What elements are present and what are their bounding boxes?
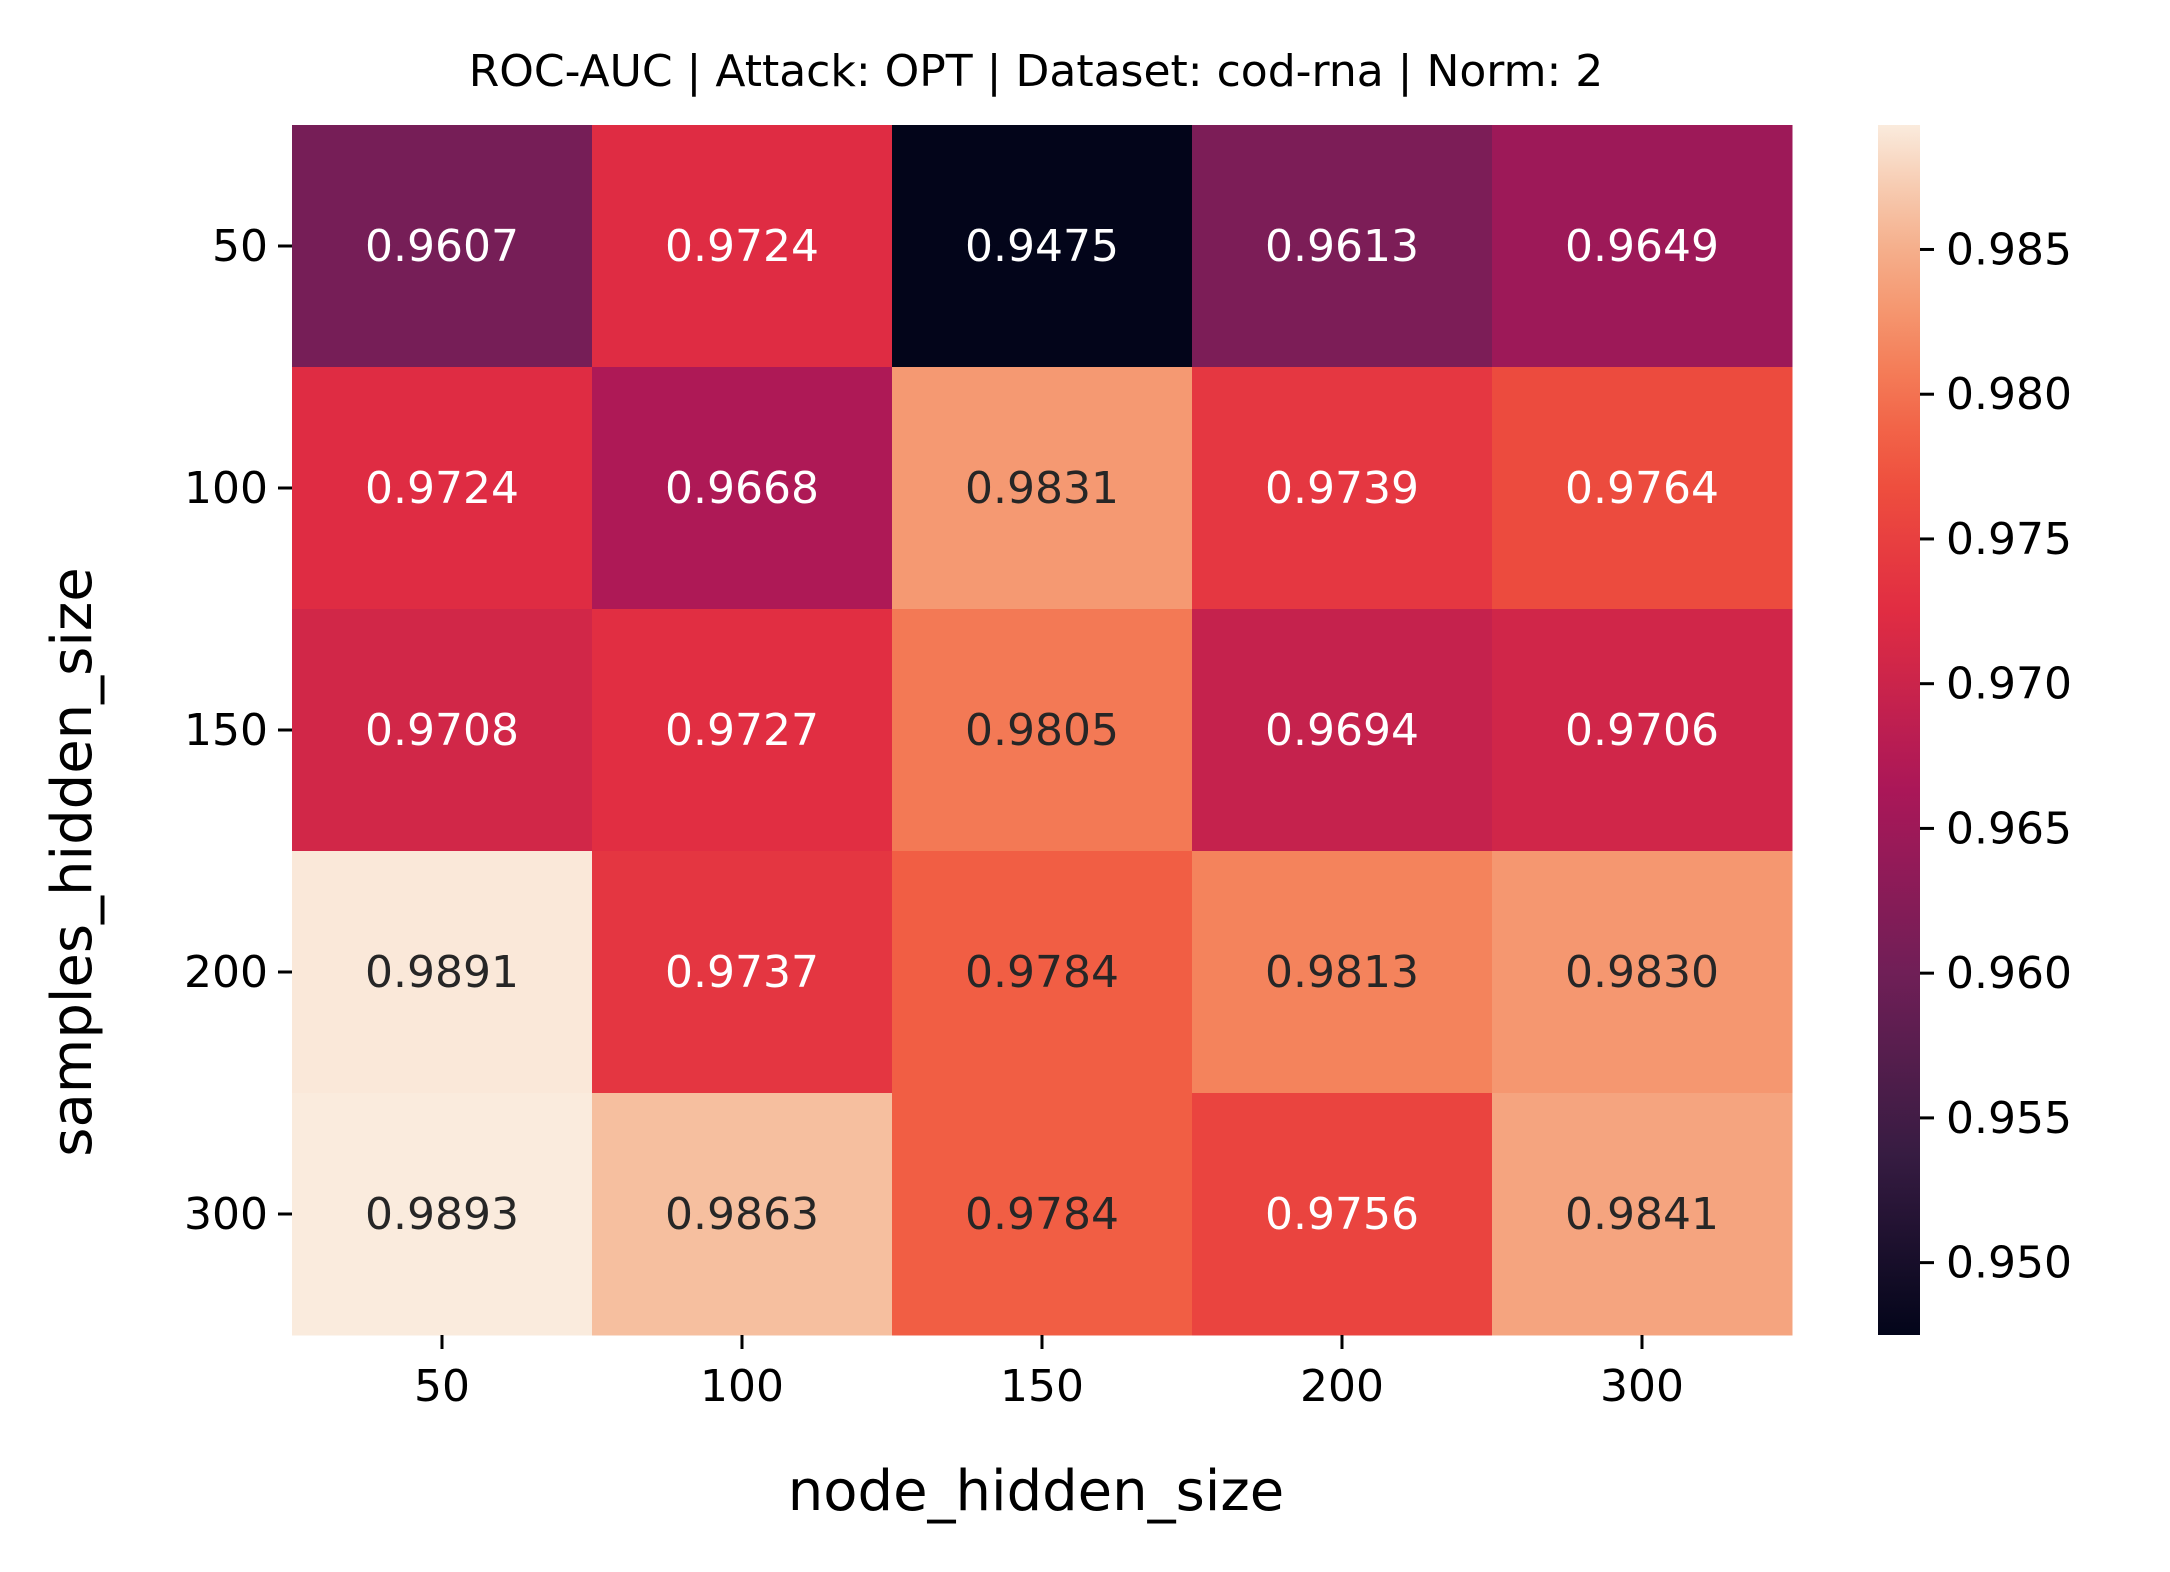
heatmap-cell [1192,1093,1493,1336]
y-tick-label: 300 [184,1189,268,1240]
heatmap-cell [592,367,893,610]
y-tick-label: 100 [184,463,268,514]
y-tick-label: 150 [184,705,268,756]
cell-value-label: 0.9784 [965,1189,1119,1240]
cell-value-label: 0.9706 [1565,705,1719,756]
heatmap-cell [1492,851,1793,1094]
heatmap-cell [592,851,893,1094]
x-axis-label: node_hidden_size [788,1459,1284,1524]
heatmap-cell [1192,367,1493,610]
cell-value-label: 0.9893 [365,1189,519,1240]
chart-title: ROC-AUC | Attack: OPT | Dataset: cod-rna… [469,46,1604,97]
cell-value-label: 0.9813 [1265,947,1419,998]
cell-value-label: 0.9739 [1265,463,1419,514]
heatmap-cell [292,609,593,852]
heatmap-cell [892,367,1193,610]
colorbar-tick-label: 0.975 [1946,514,2072,565]
y-axis: 50 100 150 200 300 [184,221,292,1240]
x-tick-label: 100 [700,1361,784,1412]
cell-value-label: 0.9831 [965,463,1119,514]
colorbar-ticks: 0.950 0.955 0.960 0.965 0.970 0.975 0.980 0.985 [1920,224,2072,1289]
cell-value-label: 0.9891 [365,947,519,998]
cell-value-label: 0.9668 [665,463,819,514]
cell-value-label: 0.9475 [965,221,1119,272]
cell-value-label: 0.9694 [1265,705,1419,756]
cell-value-label: 0.9613 [1265,221,1419,272]
heatmap-cells: 0.9607 0.9724 0.9475 0.9613 0.9649 0.9724 0.96… [292,125,1793,1336]
colorbar-tick-label: 0.955 [1946,1093,2072,1144]
cell-value-label: 0.9607 [365,221,519,272]
x-axis: 50 100 150 200 300 [414,1335,1684,1412]
colorbar-tick-label: 0.985 [1946,224,2072,275]
heatmap-cell [292,367,593,610]
heatmap-cell [292,125,593,368]
colorbar-tick-label: 0.980 [1946,369,2072,420]
cell-value-label: 0.9830 [1565,947,1719,998]
cell-value-label: 0.9764 [1565,463,1719,514]
heatmap-cell [592,125,893,368]
heatmap-cell [892,1093,1193,1336]
heatmap-cell [292,1093,593,1336]
cell-value-label: 0.9805 [965,705,1119,756]
y-tick-label: 200 [184,947,268,998]
cell-value-label: 0.9841 [1565,1189,1719,1240]
colorbar-tick-label: 0.970 [1946,659,2072,710]
cell-value-label: 0.9708 [365,705,519,756]
colorbar [1878,125,1920,1335]
cell-value-label: 0.9756 [1265,1189,1419,1240]
y-tick-label: 50 [212,221,268,272]
heatmap-cell [1192,609,1493,852]
colorbar-tick-label: 0.950 [1946,1238,2072,1289]
heatmap-cell [1492,125,1793,368]
y-axis-label: samples_hidden_size [40,567,105,1156]
heatmap-cell [1492,367,1793,610]
x-tick-label: 200 [1300,1361,1384,1412]
colorbar-tick-label: 0.960 [1946,948,2072,999]
cell-value-label: 0.9724 [365,463,519,514]
x-tick-label: 300 [1600,1361,1684,1412]
heatmap-cell [1492,1093,1793,1336]
cell-value-label: 0.9863 [665,1189,819,1240]
x-tick-label: 150 [1000,1361,1084,1412]
cell-value-label: 0.9724 [665,221,819,272]
heatmap-cell [1192,851,1493,1094]
heatmap-cell [592,609,893,852]
heatmap-cell [292,851,593,1094]
colorbar-tick-label: 0.965 [1946,803,2072,854]
heatmap-cell [1192,125,1493,368]
x-tick-label: 50 [414,1361,470,1412]
cell-value-label: 0.9727 [665,705,819,756]
heatmap-cell [892,125,1193,368]
heatmap-cell [892,609,1193,852]
cell-value-label: 0.9649 [1565,221,1719,272]
heatmap-cell [892,851,1193,1094]
heatmap-cell [592,1093,893,1336]
heatmap-cell [1492,609,1793,852]
cell-value-label: 0.9784 [965,947,1119,998]
cell-value-label: 0.9737 [665,947,819,998]
